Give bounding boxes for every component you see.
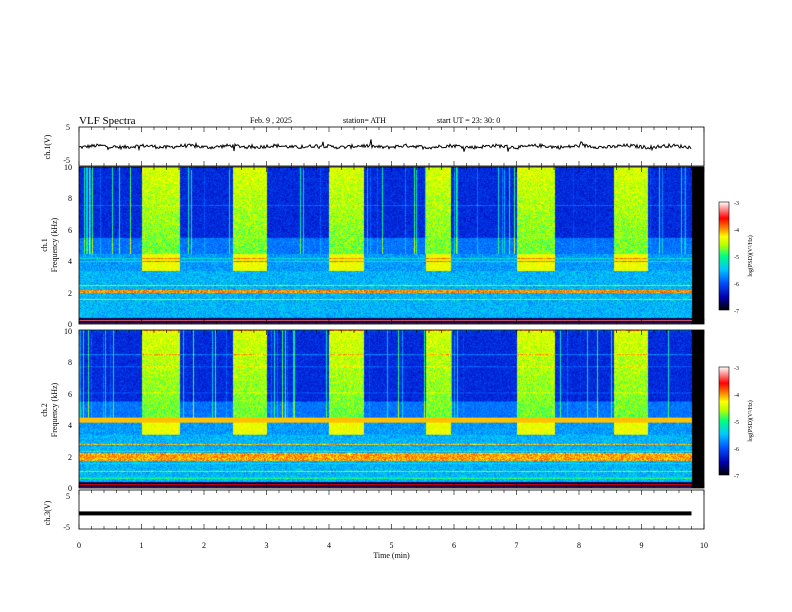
cb1-tick-m7: -7 <box>734 309 739 315</box>
cb2-tick-m3: -3 <box>734 366 739 372</box>
date-label: Feb. 9 , 2025 <box>250 116 292 125</box>
xtick-9: 9 <box>640 541 644 550</box>
figure-title: VLF Spectra <box>79 115 136 127</box>
ch2-spec-ytick-4: 4 <box>68 421 72 430</box>
ch1-colorbar: -3 -4 -5 -6 -7 log(PSD)(V²/Hz) <box>718 201 754 315</box>
ch2-colorbar: -3 -4 -5 -6 -7 log(PSD)(V²/Hz) <box>718 366 754 480</box>
ch1-spec-ylabel-freq: Frequency (kHz) <box>50 217 59 272</box>
ch1-spec-ytick-2: 2 <box>68 289 72 298</box>
cb2-tick-m6: -6 <box>734 447 739 453</box>
ch1-spec-ytick-4: 4 <box>68 257 72 266</box>
ch3-ytick-bottom: -5 <box>63 523 70 532</box>
xtick-0: 0 <box>77 541 81 550</box>
x-axis: 0 1 2 3 4 5 6 7 8 9 10 Time (min) <box>77 541 708 560</box>
cb1-tick-m3: -3 <box>734 201 739 207</box>
ch2-spec-ylabel: ch.2 <box>40 403 49 417</box>
ch2-spec-ylabel-freq: Frequency (kHz) <box>50 382 59 437</box>
ch2-spec-ytick-6: 6 <box>68 390 72 399</box>
ch3-waveform-panel: 5 -5 ch.3(V) <box>43 489 705 532</box>
station-label: station= ATH <box>343 116 386 125</box>
xtick-2: 2 <box>202 541 206 550</box>
ch1-spec-ytick-6: 6 <box>68 226 72 235</box>
ch1-ytick-bottom: -5 <box>63 156 70 165</box>
ch1-spec-ticks <box>78 167 705 324</box>
ch3-wave-ylabel: ch.3(V) <box>43 500 52 525</box>
ch3-ytick-top: 5 <box>66 492 70 501</box>
ch2-spec-ytick-2: 2 <box>68 453 72 462</box>
cb2-tick-m5: -5 <box>734 420 739 426</box>
ch3-waveform-ticks <box>78 490 705 529</box>
cb1-label: log(PSD)(V²/Hz) <box>747 235 754 276</box>
cb2-label: log(PSD)(V²/Hz) <box>747 400 754 441</box>
ch1-waveform-line <box>79 139 692 152</box>
xtick-4: 4 <box>327 541 331 550</box>
ch1-waveform-ticks <box>78 127 705 166</box>
ch1-spec-ytick-8: 8 <box>68 194 72 203</box>
ch2-spec-ytick-10: 10 <box>64 327 72 336</box>
start-time-label: start UT = 23: 30: 0 <box>437 116 500 125</box>
ch1-wave-ylabel: ch.1(V) <box>43 134 52 159</box>
ch2-spectrogram-image <box>79 330 704 488</box>
ch1-spectrogram-image <box>79 167 704 324</box>
ch2-spec-ytick-0: 0 <box>68 484 72 493</box>
ch1-waveform-panel: 5 -5 ch.1(V) <box>43 123 705 167</box>
xtick-3: 3 <box>265 541 269 550</box>
ch1-spec-ylabel: ch.1 <box>40 238 49 252</box>
ch2-spec-ytick-8: 8 <box>68 358 72 367</box>
cb2-tick-m7: -7 <box>734 474 739 480</box>
xtick-5: 5 <box>390 541 394 550</box>
ch1-spectrogram-panel: 10 8 6 4 2 0 ch.1 Frequency (kHz) <box>40 163 705 329</box>
xtick-7: 7 <box>515 541 519 550</box>
xtick-1: 1 <box>140 541 144 550</box>
xtick-6: 6 <box>452 541 456 550</box>
x-axis-label: Time (min) <box>373 551 410 560</box>
cb1-tick-m5: -5 <box>734 255 739 261</box>
ch1-spec-ytick-10: 10 <box>64 163 72 172</box>
cb1-tick-m4: -4 <box>734 228 739 234</box>
ch2-spectrogram-panel: 10 8 6 4 2 0 ch.2 Frequency (kHz) <box>40 327 705 493</box>
cb1-tick-m6: -6 <box>734 282 739 288</box>
ch1-ytick-top: 5 <box>66 123 70 132</box>
ch3-waveform-line <box>79 511 692 516</box>
xtick-10: 10 <box>700 541 708 550</box>
ch1-spec-ytick-0: 0 <box>68 320 72 329</box>
cb2-tick-m4: -4 <box>734 393 739 399</box>
ch2-spec-ticks <box>78 330 705 488</box>
xtick-8: 8 <box>577 541 581 550</box>
